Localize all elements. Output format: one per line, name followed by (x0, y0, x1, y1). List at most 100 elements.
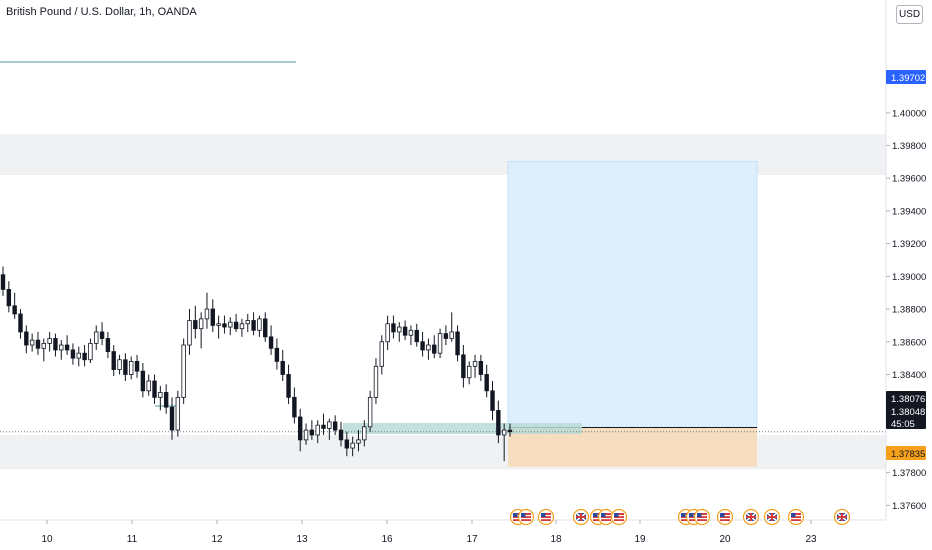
candle (414, 323, 419, 347)
candle (373, 358, 379, 404)
candle (163, 384, 169, 414)
candle (338, 421, 344, 447)
candle (82, 345, 87, 367)
candle (6, 281, 12, 313)
candle (64, 335, 70, 355)
time-tick-label: 10 (41, 534, 53, 545)
candle (193, 305, 198, 339)
candle (94, 325, 99, 350)
candle (455, 325, 460, 362)
candle (0, 266, 6, 296)
price-tick-label: 1.39800 (892, 141, 926, 152)
candle (379, 335, 384, 375)
price-tick-label: 1.39600 (892, 174, 926, 185)
us-event-flag-icon[interactable] (517, 508, 535, 526)
candle (478, 354, 484, 382)
candle (41, 338, 46, 362)
candle (263, 312, 268, 342)
candle (47, 331, 52, 352)
time-tick-label: 20 (719, 534, 731, 545)
candle (251, 312, 256, 336)
target-price-label: 1.39702 (891, 73, 925, 84)
price-tick-label: 1.38600 (892, 337, 926, 348)
time-tick-label: 12 (211, 534, 223, 545)
candle (286, 364, 291, 404)
price-tick-label: 1.38800 (892, 305, 926, 316)
candles-group (0, 266, 513, 462)
time-tick-label: 13 (296, 534, 308, 545)
candle (315, 420, 320, 444)
candle (367, 390, 373, 432)
stop-price-tag: 1.37835 (886, 446, 926, 460)
uk-event-flag-icon[interactable] (833, 508, 851, 526)
candle (292, 387, 297, 424)
uk-event-flag-icon[interactable] (572, 508, 590, 526)
symbol-title: British Pound / U.S. Dollar, 1h, OANDA (6, 6, 197, 18)
candle (111, 345, 116, 377)
price-tags: 1.39702 1.38076 1.38048 45:05 1.37835 (886, 70, 926, 460)
candle (321, 413, 326, 435)
candle (303, 423, 309, 445)
candle (298, 408, 303, 452)
candle (210, 299, 215, 332)
us-event-flag-icon[interactable] (716, 508, 734, 526)
bar-countdown-label: 45:05 (891, 419, 915, 430)
position-target-zone[interactable] (507, 161, 758, 428)
candle (146, 374, 151, 396)
candle (443, 325, 449, 346)
candle (507, 423, 513, 437)
candle (216, 315, 221, 339)
candle (496, 400, 501, 444)
time-tick-label: 17 (466, 534, 478, 545)
candle (280, 349, 285, 382)
candle (134, 354, 140, 378)
candle (391, 315, 396, 339)
stop-price-label: 1.37835 (891, 449, 925, 460)
candle (356, 430, 361, 452)
candle (35, 331, 41, 355)
candle (274, 338, 280, 370)
candle (472, 354, 478, 378)
candle (344, 431, 350, 457)
candle (129, 356, 134, 380)
price-tick-label: 1.39400 (892, 206, 926, 217)
candle (484, 364, 489, 398)
candle (53, 333, 58, 357)
economic-events[interactable] (509, 508, 851, 526)
price-tick-label: 1.39200 (892, 239, 926, 250)
price-tick-label: 1.39000 (892, 272, 926, 283)
candle (467, 361, 472, 385)
time-tick-label: 16 (381, 534, 393, 545)
time-tick-label: 19 (634, 534, 646, 545)
candle (332, 415, 338, 435)
us-event-flag-icon[interactable] (787, 508, 805, 526)
us-event-flag-icon[interactable] (537, 508, 555, 526)
candle (245, 313, 250, 332)
candle (18, 309, 23, 339)
candle (140, 363, 146, 398)
candle (204, 292, 210, 329)
candle (105, 331, 111, 359)
price-tick-label: 1.37800 (892, 468, 926, 479)
candle (222, 315, 227, 334)
candle (426, 338, 431, 360)
uk-event-flag-icon[interactable] (763, 508, 781, 526)
us-event-flag-icon[interactable] (693, 508, 711, 526)
candle (408, 325, 414, 346)
current-price-label: 1.38048 (891, 407, 925, 418)
candle (437, 328, 443, 359)
teal-demand-box[interactable] (343, 423, 582, 434)
uk-event-flag-icon[interactable] (742, 508, 760, 526)
currency-button[interactable]: USD (896, 5, 923, 24)
candle (70, 343, 76, 365)
us-event-flag-icon[interactable] (610, 508, 628, 526)
candle (198, 312, 204, 349)
candle (449, 312, 454, 342)
candle (397, 322, 402, 342)
candle (12, 292, 17, 319)
price-tick-label: 1.38400 (892, 370, 926, 381)
position-stop-zone[interactable] (508, 427, 757, 467)
candle (181, 338, 186, 404)
candle (362, 420, 367, 447)
